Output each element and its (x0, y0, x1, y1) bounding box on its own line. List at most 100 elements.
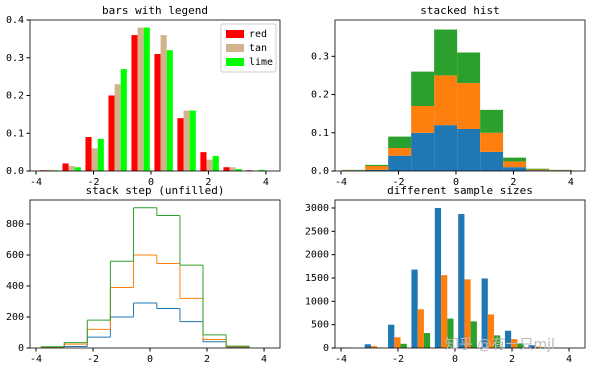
bar (441, 275, 448, 348)
subplot: stack step (unfilled) -4 -2 0 2 4 0 200 400 600 80… (6, 184, 281, 365)
bar (364, 344, 371, 348)
y-tick-label: 0 (18, 343, 24, 354)
bar (91, 148, 98, 171)
bar (160, 35, 167, 171)
x-tick-label: -4 (30, 177, 42, 188)
bar (258, 169, 265, 171)
bar (480, 109, 504, 133)
bar (511, 339, 518, 348)
chart-title: stack step (unfilled) (85, 184, 224, 197)
y-tick-label: 0.1 (6, 128, 24, 139)
x-tick-label: 0 (453, 177, 459, 188)
y-tick-label: 500 (311, 320, 329, 331)
x-tick-label: 2 (204, 354, 210, 365)
bar (388, 324, 395, 348)
x-tick-label: 2 (205, 177, 211, 188)
bar (480, 132, 504, 152)
bar (481, 278, 488, 348)
x-tick-label: 0 (148, 177, 154, 188)
y-tick-label: 400 (6, 281, 24, 292)
y-tick-label: 1500 (305, 273, 329, 284)
bar (494, 335, 501, 348)
bar (131, 35, 138, 171)
bar (223, 167, 230, 171)
legend-label: tan (249, 43, 267, 54)
subplot: stacked hist -4 -2 0 2 4 0.0 0.1 0.2 0.3 (311, 4, 586, 188)
bar (154, 53, 161, 171)
bar (434, 125, 458, 171)
bar (457, 52, 481, 84)
x-tick-label: 2 (510, 177, 516, 188)
bar (417, 309, 424, 348)
y-tick-label: 800 (6, 219, 24, 230)
y-tick-label: 0.4 (6, 15, 24, 26)
axes-frame (29, 19, 281, 172)
x-tick-label: 4 (263, 177, 269, 188)
bar (526, 169, 550, 171)
bar (503, 161, 527, 168)
y-tick-label: 200 (6, 312, 24, 323)
bar (434, 29, 458, 76)
bar (503, 157, 527, 162)
bar (480, 151, 504, 171)
x-tick-label: 0 (452, 354, 458, 365)
bar (229, 167, 236, 171)
y-tick-label: 0.2 (311, 90, 329, 101)
bar (108, 95, 115, 171)
bar (62, 163, 69, 171)
bar (365, 166, 389, 170)
x-tick-label: 0 (147, 354, 153, 365)
legend-label: red (249, 29, 267, 40)
bar (68, 166, 75, 171)
y-tick-label: 0.3 (6, 53, 24, 64)
x-tick-label: -4 (30, 354, 42, 365)
y-tick-label: 0.1 (311, 128, 329, 139)
bar (85, 137, 92, 171)
x-tick-label: 4 (568, 177, 574, 188)
y-tick-label: 0.0 (311, 166, 329, 177)
bar (97, 138, 104, 171)
bar (458, 214, 465, 348)
bar (470, 321, 477, 348)
bar (189, 110, 196, 171)
x-tick-label: -2 (392, 177, 404, 188)
bar (423, 333, 431, 348)
bar (388, 136, 412, 149)
y-tick-label: 1000 (305, 296, 329, 307)
x-tick-label: -4 (335, 177, 347, 188)
bar (137, 27, 144, 171)
legend-label: lime (249, 57, 273, 68)
bar (411, 132, 435, 171)
bar (394, 337, 401, 348)
x-tick-label: 4 (566, 354, 572, 365)
bar (528, 345, 535, 348)
axes-frame (334, 199, 586, 349)
y-tick-label: 0 (323, 343, 329, 354)
bar (400, 343, 407, 348)
chart-title: bars with legend (102, 4, 208, 17)
bar (45, 169, 52, 171)
legend-swatch (226, 58, 244, 66)
bar (447, 318, 454, 348)
bar (457, 128, 481, 171)
bar (365, 169, 389, 171)
bar (411, 106, 435, 133)
watermark: 知乎 @有一只mjl (445, 336, 555, 353)
x-tick-label: -2 (87, 177, 99, 188)
bar (526, 168, 550, 170)
bar (206, 159, 213, 171)
bar (388, 148, 412, 156)
bar (120, 69, 127, 171)
y-tick-label: 2500 (305, 226, 329, 237)
bar (434, 75, 458, 126)
bar (200, 152, 207, 171)
x-tick-label: 2 (509, 354, 515, 365)
bar (457, 83, 481, 129)
y-tick-label: 0.0 (6, 166, 24, 177)
bar (503, 167, 527, 171)
y-tick-label: 0.3 (311, 51, 329, 62)
axes-frame (334, 19, 586, 172)
bar (183, 110, 190, 171)
chart-title: different sample sizes (387, 184, 533, 197)
